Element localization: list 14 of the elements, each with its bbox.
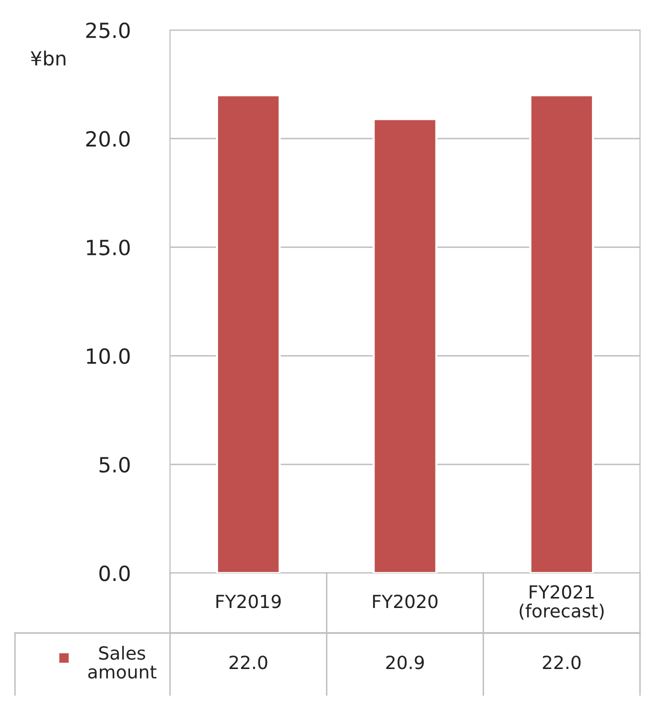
- y-tick-label: 0.0: [99, 565, 130, 582]
- y-tick-label: 15.0: [87, 240, 130, 256]
- data-label: 22.0: [230, 656, 268, 670]
- data-label: 22.0: [542, 656, 581, 670]
- y-tick-label: 10.0: [87, 348, 130, 364]
- x-tick-label: FY2021 (forecast): [520, 585, 604, 620]
- data-label: 20.9: [386, 656, 424, 670]
- legend-label: Sales amount: [88, 646, 156, 679]
- y-tick-label: 20.0: [86, 131, 130, 147]
- y-tick-label: 25.0: [86, 22, 130, 38]
- x-tick-label: FY2020: [373, 594, 438, 608]
- x-tick-label: FY2019: [216, 594, 281, 608]
- y-tick-label: 5.0: [100, 456, 130, 473]
- y-axis-title: ¥bn: [30, 50, 66, 66]
